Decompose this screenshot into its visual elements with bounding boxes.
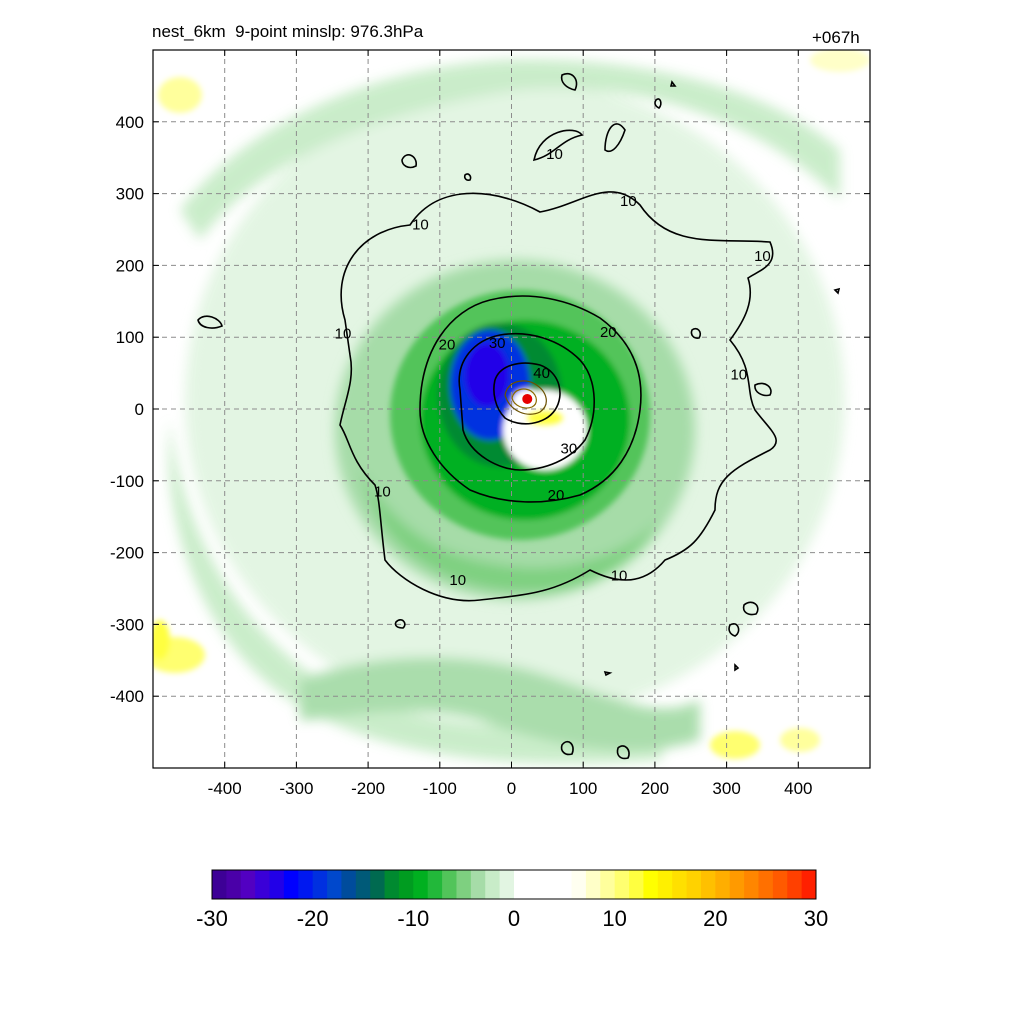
colorbar-tick-label: 30 [804, 906, 828, 931]
colorbar-swatch [327, 870, 342, 899]
contour-20 [419, 295, 642, 503]
chart-title: nest_6km 9-point minslp: 976.3hPa [152, 22, 424, 41]
shaded-field [153, 50, 870, 764]
colorbar-swatch [614, 870, 630, 899]
y-axis: 400 300 200 100 0 -100 -200 -300 -400 [110, 113, 870, 706]
contour-label: 10 [412, 216, 429, 233]
y-tick-label: 400 [116, 113, 144, 132]
contour-label: 10 [374, 484, 391, 501]
colorbar-tick-label: -20 [297, 906, 329, 931]
x-tick-label: 200 [641, 779, 669, 798]
colorbar-swatch [384, 870, 400, 899]
contour-lines [197, 72, 841, 760]
contour-label: 30 [489, 335, 506, 352]
colorbar-swatch [801, 870, 817, 899]
x-tick-label: -100 [423, 779, 457, 798]
colorbar-tick-label: -30 [196, 906, 228, 931]
colorbar-swatch [557, 870, 573, 899]
contour-label: 10 [449, 572, 466, 589]
contour-30 [458, 332, 595, 471]
colorbar-swatch [514, 870, 529, 899]
x-tick-label: 400 [784, 779, 812, 798]
y-tick-label: -200 [110, 544, 144, 563]
x-tick-label: 300 [712, 779, 740, 798]
y-tick-label: 0 [135, 400, 144, 419]
contour-label: 20 [600, 324, 617, 341]
x-tick-label: -200 [351, 779, 385, 798]
x-tick-label: 100 [569, 779, 597, 798]
colorbar-swatch [427, 870, 443, 899]
contour-label: 10 [620, 193, 637, 210]
contour-labels: 10 10 10 10 10 10 10 10 10 20 20 20 30 30 40 [335, 146, 771, 589]
colorbar-swatch [686, 870, 702, 899]
contour-label: 10 [611, 568, 628, 585]
colorbar-swatch [283, 870, 299, 899]
colorbar-swatch [571, 870, 587, 899]
colorbar-swatch [787, 870, 803, 899]
y-tick-label: -400 [110, 687, 144, 706]
x-tick-label: -400 [208, 779, 242, 798]
colorbar-swatch [470, 870, 486, 899]
colorbar-swatch [729, 870, 745, 899]
colorbar-tick-label: 0 [508, 906, 520, 931]
colorbar-swatch [269, 870, 285, 899]
colorbar-tick-label: 20 [703, 906, 727, 931]
contour-40 [493, 362, 561, 425]
contour-label: 20 [548, 487, 565, 504]
colorbar-swatch [600, 870, 616, 899]
x-axis: -400 -300 -200 -100 0 100 200 300 400 [208, 50, 812, 798]
colorbar-swatch [643, 870, 659, 899]
contour-label: 10 [546, 146, 563, 163]
colorbar-swatch [312, 870, 328, 899]
colorbar-swatch [341, 870, 357, 899]
contour-label: 10 [754, 248, 771, 265]
contour-label: 30 [561, 440, 578, 457]
forecast-hour-label: +067h [812, 28, 860, 47]
colorbar-swatch [585, 870, 601, 899]
colorbar-tick-label: 10 [602, 906, 626, 931]
colorbar-swatch [772, 870, 788, 899]
colorbar-swatch [442, 870, 457, 899]
colorbar-swatch [212, 870, 227, 899]
colorbar-swatch [700, 870, 716, 899]
colorbar-swatch [758, 870, 774, 899]
colorbar-frame [211, 869, 817, 900]
colorbar-swatch [528, 870, 544, 899]
contour-10 [339, 191, 777, 602]
grid-lines [153, 50, 870, 768]
x-tick-label: 0 [507, 779, 516, 798]
colorbar [211, 869, 817, 900]
colorbar-swatch [240, 870, 256, 899]
colorbar-swatch [744, 870, 759, 899]
contour-label: 10 [335, 326, 352, 343]
colorbar-swatch [629, 870, 644, 899]
colorbar-swatch [370, 870, 386, 899]
contour-label: 40 [533, 365, 550, 382]
storm-center-marker [522, 393, 533, 404]
contour-label: 10 [730, 367, 747, 384]
colorbar-swatch [499, 870, 515, 899]
colorbar-swatch [715, 870, 731, 899]
colorbar-swatch [298, 870, 314, 899]
x-tick-label: -300 [279, 779, 313, 798]
contour-label: 20 [439, 336, 456, 353]
colorbar-swatch [485, 870, 501, 899]
colorbar-swatch [398, 870, 414, 899]
colorbar-swatch [456, 870, 472, 899]
colorbar-swatch [542, 870, 558, 899]
colorbar-swatch [672, 870, 688, 899]
colorbar-swatch [413, 870, 429, 899]
y-tick-label: 300 [116, 185, 144, 204]
y-tick-label: 100 [116, 328, 144, 347]
colorbar-tick-labels: -30 -20 -10 0 10 20 30 [196, 906, 828, 931]
colorbar-swatch [226, 870, 242, 899]
y-tick-label: 200 [116, 256, 144, 275]
colorbar-swatch [355, 870, 371, 899]
y-tick-label: -100 [110, 472, 144, 491]
colorbar-swatch [657, 870, 673, 899]
colorbar-tick-label: -10 [397, 906, 429, 931]
y-tick-label: -300 [110, 615, 144, 634]
colorbar-swatch [255, 870, 271, 899]
